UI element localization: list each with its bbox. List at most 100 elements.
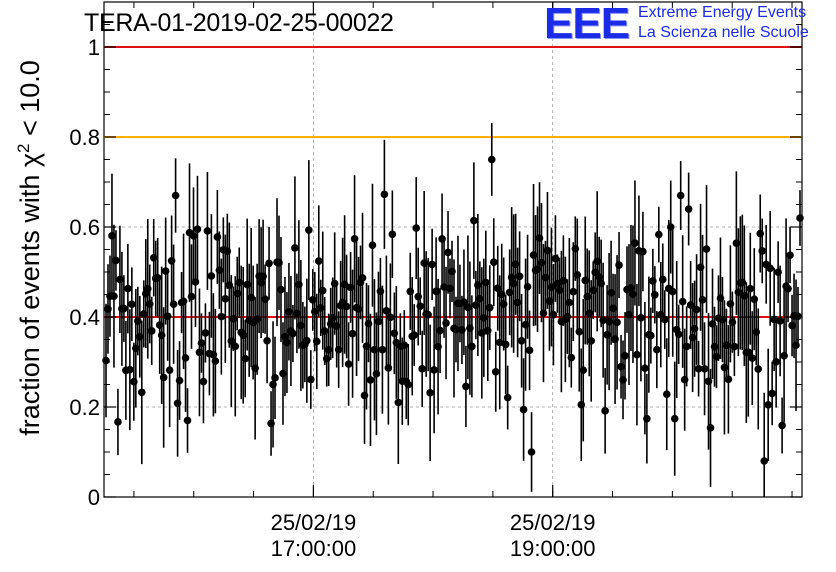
data-point [442,319,450,327]
data-point [706,424,715,432]
axes: 00.20.40.60.8125/02/1917:00:0025/02/1919… [69,2,802,561]
data-point [263,336,271,345]
y-axis-label-text-end: < 10.0 [15,60,45,143]
data-point [199,377,208,386]
data-series [102,123,804,497]
y-tick-label: 0 [88,485,100,510]
data-point [470,216,478,225]
data-point [416,302,424,310]
grid-layer [104,2,802,497]
data-point [231,342,240,351]
data-point [754,365,763,373]
data-point [587,337,596,345]
data-point [525,346,534,355]
data-point [312,337,321,346]
y-tick-label: 0.6 [69,215,100,240]
y-axis-label: fraction of events with χ2 < 10.0 [14,60,45,436]
data-point [678,297,687,306]
data-point [702,245,711,253]
plot-frame [103,1,803,498]
logo-line-1: Extreme Energy Events [638,4,807,21]
data-point [436,326,444,335]
data-point [468,342,476,351]
data-point [380,190,389,199]
data-point [601,407,609,415]
data-point [758,247,767,255]
data-point [175,376,184,385]
data-point [314,257,323,265]
data-point [120,304,128,313]
data-point [388,230,397,239]
data-point [676,191,685,200]
data-point [159,373,168,382]
data-point [171,191,180,200]
data-point [303,336,311,345]
data-point [633,350,641,359]
logo-mark: EEE [544,0,630,48]
data-point [462,382,470,391]
data-point [394,398,403,407]
data-point [569,287,578,296]
data-point [201,329,210,337]
data-point [615,261,623,269]
data-point [730,342,739,351]
data-point [137,388,146,397]
data-point [489,258,498,267]
data-point [655,230,663,239]
data-point [342,302,351,311]
data-point [515,272,524,281]
x-tick-label-date: 25/02/19 [271,510,357,535]
data-point [372,370,381,378]
data-point [660,315,669,324]
data-point [527,448,536,456]
data-point [307,375,315,384]
data-point [241,354,249,363]
data-point [147,327,156,335]
data-point [778,421,786,430]
y-axis-label-superscript: 2 [14,144,33,153]
data-point [404,380,413,389]
data-point [684,205,693,213]
data-point [744,348,753,356]
data-point [207,272,216,280]
data-point [694,364,703,373]
data-point [651,291,659,299]
y-tick-label: 0.2 [69,395,100,420]
data-point [794,312,802,321]
data-point [169,300,178,309]
data-point [575,327,584,336]
data-point [271,374,279,382]
x-tick-label-date: 25/02/19 [510,510,596,535]
data-point [637,314,645,322]
data-point [418,365,426,373]
data-point [643,414,651,423]
data-point [110,292,118,300]
data-point [760,457,769,465]
data-point [523,282,532,291]
data-point [796,214,804,222]
data-point [289,329,297,338]
data-point [485,303,494,312]
data-point [772,358,780,366]
data-point [698,296,707,304]
data-point [503,393,512,402]
data-point [653,345,661,354]
data-point [766,264,774,273]
data-point [165,366,174,374]
data-point [426,389,434,397]
data-point [768,389,776,398]
data-point [662,390,671,398]
data-point [746,284,755,293]
eee-logo: EEE Extreme Energy Events La Scienza nel… [544,0,834,48]
data-point [567,353,576,362]
data-point [674,330,683,339]
data-point [126,365,134,374]
data-point [658,275,667,284]
chart-title: TERA-01-2019-02-25-00022 [84,9,394,37]
data-point [368,241,377,250]
data-point [692,305,701,314]
data-point [517,337,526,345]
data-point [460,298,468,307]
data-point [428,260,436,269]
